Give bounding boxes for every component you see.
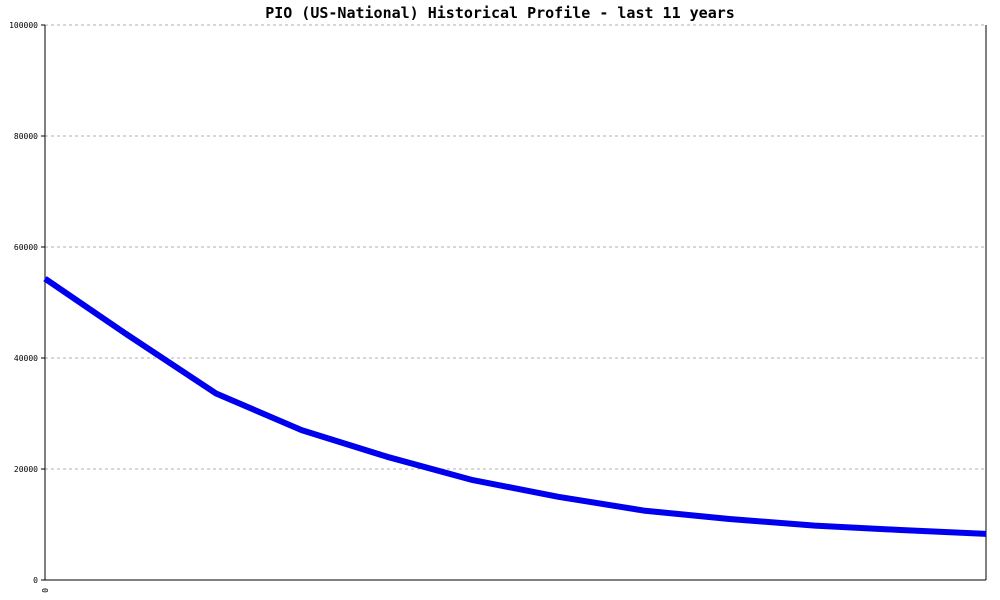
axes [44,25,987,581]
chart-title: PIO (US-National) Historical Profile - l… [265,4,735,22]
data-point [814,525,816,527]
y-tick-label: 80000 [14,132,38,141]
y-tick-label: 60000 [14,243,38,252]
y-tick-label: 40000 [14,354,38,363]
data-point [215,393,217,395]
y-tick-label: 100000 [9,21,38,30]
data-point [985,533,987,535]
data-point [386,456,388,458]
data-point [728,518,730,520]
x-tick-labels: 0 [40,588,49,593]
series-layer [43,276,987,537]
series-line-0 [43,276,987,537]
data-point [643,510,645,512]
gridlines [45,24,986,470]
x-tick-label: 0 [40,588,49,593]
data-point [130,336,132,338]
data-point [899,529,901,531]
y-tick-label: 20000 [14,465,38,474]
y-tick-labels: 0 20000 40000 60000 80000 100000 [9,21,45,585]
data-point [301,429,303,431]
data-point [557,496,559,498]
data-point [472,479,474,481]
y-tick-label: 0 [33,576,38,585]
data-point [44,278,46,280]
